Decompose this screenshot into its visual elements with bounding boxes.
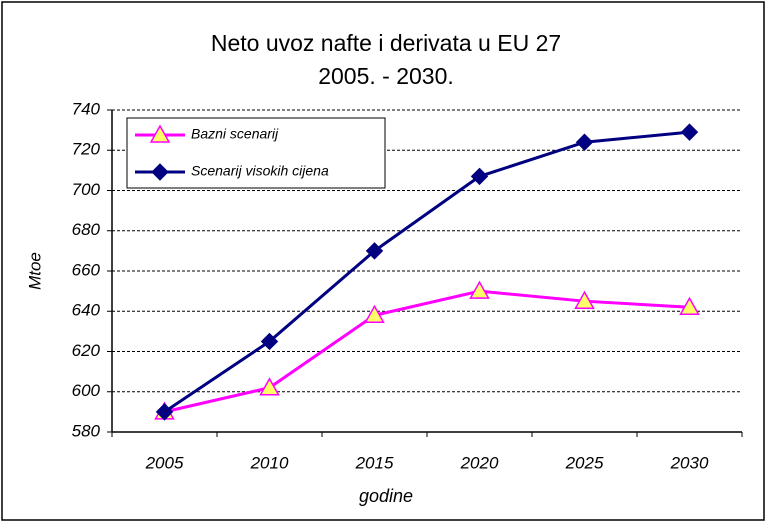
marker bbox=[364, 304, 385, 324]
series-line bbox=[163, 130, 690, 414]
legend-label: Bazni scenarij bbox=[191, 126, 279, 142]
y-tick-label: 740 bbox=[72, 99, 101, 118]
legend: Bazni scenarij Scenarij visokih cijena bbox=[126, 117, 386, 189]
x-tick-label: 2030 bbox=[670, 453, 709, 472]
y-tick-label: 660 bbox=[72, 260, 101, 279]
legend-label: Scenarij visokih cijena bbox=[191, 163, 329, 179]
series-line bbox=[164, 289, 690, 414]
marker bbox=[365, 242, 384, 260]
marker bbox=[151, 163, 169, 181]
y-tick-label: 700 bbox=[72, 180, 101, 199]
chart-title: Neto uvoz nafte i derivata u EU 27 bbox=[211, 30, 561, 56]
marker bbox=[470, 167, 489, 186]
marker bbox=[149, 124, 171, 143]
marker bbox=[469, 280, 490, 299]
marker bbox=[574, 290, 595, 309]
y-tick-label: 720 bbox=[72, 140, 101, 159]
x-tick-label: 2015 bbox=[355, 453, 394, 472]
chart-subtitle: 2005. - 2030. bbox=[318, 63, 454, 89]
y-tick-label: 680 bbox=[72, 220, 101, 239]
x-tick-label: 2025 bbox=[565, 453, 604, 472]
marker bbox=[679, 296, 700, 315]
y-axis-label: Mtoe bbox=[25, 252, 44, 290]
marker bbox=[575, 133, 594, 151]
y-tick-label: 620 bbox=[72, 341, 101, 360]
y-tick-label: 600 bbox=[72, 381, 101, 400]
x-tick-label: 2020 bbox=[460, 453, 499, 472]
y-tick-label: 640 bbox=[72, 301, 101, 320]
x-tick-label: 2005 bbox=[145, 453, 184, 472]
x-tick-label: 2010 bbox=[250, 453, 289, 472]
marker bbox=[259, 377, 280, 396]
legend-box bbox=[126, 117, 386, 189]
marker bbox=[680, 123, 699, 141]
x-axis-label: godine bbox=[359, 486, 413, 506]
marker bbox=[260, 332, 279, 351]
marker bbox=[155, 403, 174, 421]
y-tick-label: 580 bbox=[72, 421, 101, 440]
